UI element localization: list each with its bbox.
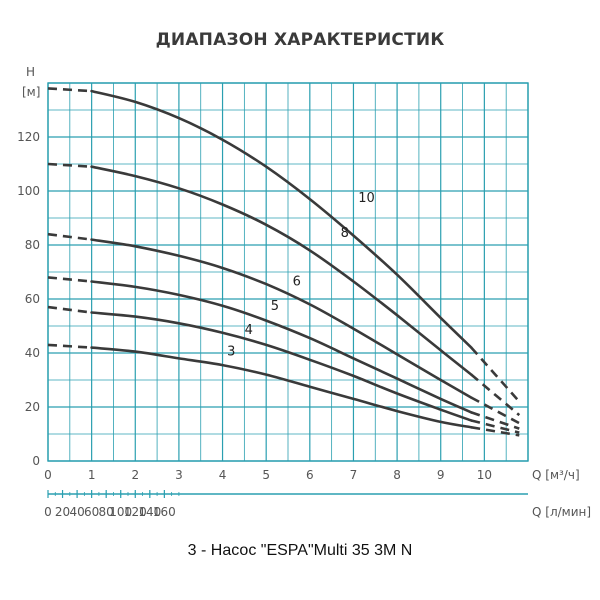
chart-caption: 3 - Насос "ESPA"Multi 35 3M N: [187, 542, 413, 559]
curves: [47, 87, 521, 437]
curve-6-dash-end: [470, 396, 520, 425]
curve-8-dash-end: [470, 373, 521, 417]
x-tick-label: 7: [350, 468, 358, 482]
curve-labels: 34 56 8 10: [227, 191, 375, 360]
x-tick-label: 3: [175, 468, 183, 482]
x-tick-label: 5: [262, 468, 270, 482]
curve-label-3: 3: [227, 345, 235, 360]
y-tick-label: 120: [17, 130, 40, 144]
y-tick-label: 40: [25, 346, 40, 360]
chart-title: ДИАПАЗОН ХАРАКТЕРИСТИК: [155, 30, 445, 50]
curve-10: [90, 89, 473, 349]
y-tick-label: 80: [25, 238, 40, 252]
x2-tick-label: 140: [138, 505, 161, 519]
y-tick-label: 60: [25, 292, 40, 306]
x2-tick-label: 80: [99, 505, 114, 519]
x2-tick-label: 120: [124, 505, 147, 519]
curve-label-4: 4: [245, 323, 253, 338]
x-tick-label: 8: [393, 468, 401, 482]
plot-border: [47, 82, 529, 462]
curve-3: [90, 346, 473, 429]
x-tick-label: 10: [477, 468, 492, 482]
x2-tick-label: 60: [84, 505, 99, 519]
curve-3-dash-end: [471, 426, 520, 437]
x2-tick-label: 160: [153, 505, 176, 519]
curve-5: [90, 280, 473, 414]
curve-10-dash-end: [470, 346, 521, 403]
curve-4-dash-end: [470, 419, 520, 434]
curve-label-10: 10: [358, 191, 375, 206]
curve-5-dash-end: [470, 411, 520, 430]
x2-axis-title: Q [л/мин]: [532, 505, 591, 519]
curve-10-dash-start: [47, 87, 92, 93]
x-tick-label: 2: [131, 468, 139, 482]
curve-4: [90, 311, 473, 422]
curve-label-8: 8: [341, 226, 349, 241]
x2-tick-label: 100: [109, 505, 132, 519]
grid: [47, 82, 529, 462]
curve-4-dash-start: [47, 305, 92, 314]
curve-3-dash-start: [47, 343, 92, 349]
curve-8-dash-start: [47, 162, 92, 168]
y-tick-label: 100: [17, 184, 40, 198]
curve-label-6: 6: [293, 275, 301, 290]
curve-8: [90, 165, 473, 376]
y-tick-label: 20: [25, 400, 40, 414]
y-axis-title: H: [26, 65, 35, 79]
curve-6: [90, 238, 473, 399]
y-axis-unit: [м]: [22, 85, 40, 99]
x-axis-title: Q [м³/ч]: [532, 468, 580, 482]
x2-tick-label: 0: [44, 505, 52, 519]
x-tick-label: 4: [219, 468, 227, 482]
curve-5-dash-start: [47, 276, 92, 283]
curve-6-dash-start: [47, 232, 92, 241]
x-tick-label: 9: [437, 468, 445, 482]
curve-label-5: 5: [271, 299, 279, 314]
x-tick-label: 0: [44, 468, 52, 482]
x-tick-label: 6: [306, 468, 314, 482]
x-tick-label: 1: [88, 468, 96, 482]
y-tick-label: 0: [32, 454, 40, 468]
x2-tick-label: 20: [55, 505, 70, 519]
x2-tick-label: 40: [69, 505, 84, 519]
